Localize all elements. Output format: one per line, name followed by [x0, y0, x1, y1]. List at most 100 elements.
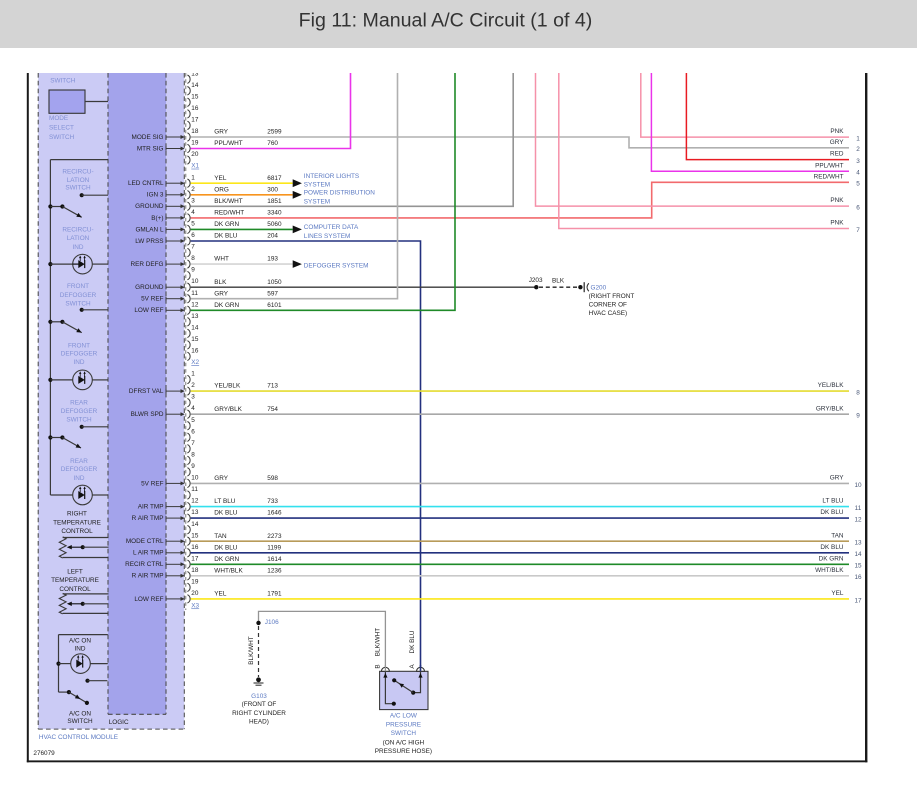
svg-text:BLK/WHT: BLK/WHT — [374, 628, 381, 657]
svg-text:PPL/WHT: PPL/WHT — [214, 140, 243, 147]
svg-text:RED: RED — [830, 151, 844, 158]
svg-text:DK GRN: DK GRN — [819, 555, 844, 562]
svg-text:8: 8 — [191, 451, 195, 458]
svg-text:17: 17 — [191, 117, 199, 124]
svg-text:LATION: LATION — [67, 177, 90, 184]
svg-text:IND: IND — [72, 244, 83, 251]
svg-text:RER DEFG: RER DEFG — [130, 261, 163, 268]
svg-text:14: 14 — [854, 551, 862, 558]
svg-text:13: 13 — [191, 313, 199, 320]
svg-text:YEL: YEL — [214, 591, 227, 598]
svg-text:1236: 1236 — [267, 567, 282, 574]
svg-text:10: 10 — [191, 278, 199, 285]
svg-text:DK GRN: DK GRN — [214, 221, 239, 228]
svg-text:YEL: YEL — [214, 175, 227, 182]
svg-text:A/C LOW: A/C LOW — [390, 712, 418, 719]
svg-text:2273: 2273 — [267, 533, 282, 540]
svg-text:SWITCH: SWITCH — [65, 184, 91, 191]
svg-text:2: 2 — [856, 146, 860, 153]
svg-text:SYSTEM: SYSTEM — [304, 182, 330, 189]
svg-text:1614: 1614 — [267, 556, 282, 563]
svg-text:(ON A/C HIGH: (ON A/C HIGH — [383, 739, 425, 746]
svg-text:SWITCH: SWITCH — [66, 417, 92, 424]
svg-text:G103: G103 — [251, 693, 267, 700]
svg-text:RIGHT: RIGHT — [67, 510, 87, 517]
svg-text:1: 1 — [191, 371, 195, 378]
svg-text:GRY: GRY — [830, 139, 844, 146]
svg-text:PPL/WHT: PPL/WHT — [815, 162, 844, 169]
svg-text:12: 12 — [191, 301, 199, 308]
svg-text:5: 5 — [856, 181, 860, 188]
svg-text:SWITCH: SWITCH — [65, 301, 91, 308]
svg-text:TAN: TAN — [831, 532, 844, 539]
svg-text:YEL/BLK: YEL/BLK — [214, 383, 241, 390]
svg-text:3: 3 — [856, 158, 860, 165]
svg-text:RED/WHT: RED/WHT — [814, 173, 844, 180]
svg-text:1: 1 — [856, 136, 860, 143]
svg-text:6101: 6101 — [267, 302, 282, 309]
svg-text:MTR SIG: MTR SIG — [137, 145, 164, 152]
svg-text:9: 9 — [191, 463, 195, 470]
svg-text:BLK: BLK — [552, 278, 565, 285]
svg-text:7: 7 — [191, 244, 195, 251]
svg-text:16: 16 — [191, 348, 199, 355]
svg-text:LOW REF: LOW REF — [134, 307, 163, 314]
svg-text:DK BLU: DK BLU — [214, 233, 237, 240]
svg-text:1851: 1851 — [267, 198, 282, 205]
svg-text:18: 18 — [191, 128, 199, 135]
svg-text:A/C ON: A/C ON — [69, 638, 91, 645]
svg-text:PRESSURE HOSE): PRESSURE HOSE) — [375, 748, 432, 755]
svg-text:BLK/WHT: BLK/WHT — [248, 636, 255, 665]
svg-text:5060: 5060 — [267, 221, 282, 228]
svg-text:IND: IND — [73, 475, 84, 482]
svg-text:SWITCH: SWITCH — [49, 134, 75, 141]
svg-text:12: 12 — [854, 517, 862, 524]
svg-text:18: 18 — [191, 567, 199, 574]
svg-text:12: 12 — [191, 498, 199, 505]
svg-text:RED/WHT: RED/WHT — [214, 210, 244, 217]
svg-text:B(+): B(+) — [151, 215, 163, 222]
svg-text:14: 14 — [191, 82, 199, 89]
svg-text:SELECT: SELECT — [49, 125, 74, 132]
svg-text:FRONT: FRONT — [67, 283, 89, 290]
svg-text:A: A — [409, 664, 416, 669]
svg-text:SWITCH: SWITCH — [67, 718, 93, 725]
svg-text:RECIRCU-: RECIRCU- — [62, 227, 93, 234]
svg-text:WHT/BLK: WHT/BLK — [214, 567, 243, 574]
svg-text:19: 19 — [191, 140, 199, 147]
svg-text:(FRONT OF: (FRONT OF — [242, 701, 277, 708]
svg-text:DEFOGGER: DEFOGGER — [60, 292, 97, 299]
svg-text:15: 15 — [191, 336, 199, 343]
svg-text:2: 2 — [191, 186, 195, 193]
svg-text:733: 733 — [267, 498, 278, 505]
svg-text:7: 7 — [856, 227, 860, 234]
svg-text:DK BLU: DK BLU — [214, 510, 237, 517]
svg-text:TEMPERATURE: TEMPERATURE — [53, 519, 101, 526]
svg-text:J106: J106 — [265, 619, 279, 626]
svg-text:WHT/BLK: WHT/BLK — [815, 567, 844, 574]
svg-text:11: 11 — [855, 505, 862, 512]
svg-text:REAR: REAR — [70, 458, 88, 465]
svg-text:LATION: LATION — [67, 235, 90, 242]
svg-text:4: 4 — [191, 405, 195, 412]
svg-text:HEAD): HEAD) — [249, 719, 269, 726]
svg-text:R AIR TMP: R AIR TMP — [132, 515, 164, 522]
svg-text:754: 754 — [267, 406, 278, 413]
svg-text:TEMPERATURE: TEMPERATURE — [51, 577, 99, 584]
svg-text:LW PRSS: LW PRSS — [135, 238, 163, 245]
svg-text:713: 713 — [267, 383, 278, 390]
svg-text:SWITCH: SWITCH — [50, 78, 76, 85]
svg-text:FRONT: FRONT — [68, 342, 90, 349]
svg-text:J203: J203 — [529, 277, 543, 284]
svg-text:2599: 2599 — [267, 129, 282, 136]
svg-text:276079: 276079 — [33, 750, 55, 757]
svg-text:300: 300 — [267, 186, 278, 193]
svg-text:3: 3 — [191, 197, 195, 204]
svg-text:IND: IND — [74, 645, 85, 652]
svg-text:LT BLU: LT BLU — [822, 498, 843, 505]
svg-text:DK BLU: DK BLU — [214, 544, 237, 551]
svg-text:19: 19 — [191, 579, 199, 586]
svg-text:6: 6 — [191, 428, 195, 435]
svg-text:DEFOGGER: DEFOGGER — [61, 351, 98, 358]
svg-text:POWER DISTRIBUTION: POWER DISTRIBUTION — [304, 190, 375, 197]
